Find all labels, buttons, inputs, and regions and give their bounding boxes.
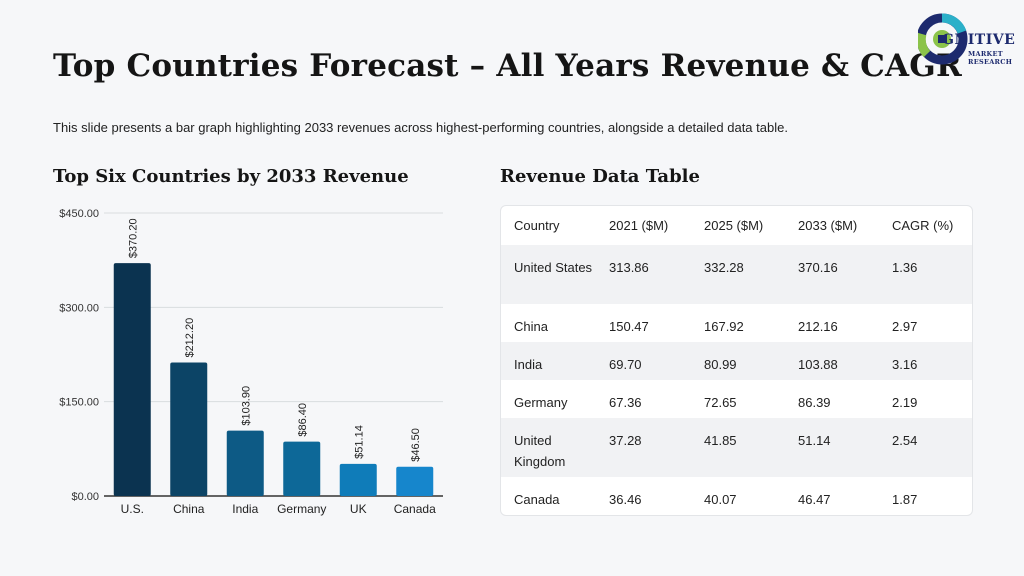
header-2033: 2033 ($M) <box>798 218 858 233</box>
cell-cagr: 1.36 <box>879 245 972 304</box>
bar <box>396 466 434 496</box>
table-row: United Kingdom 37.28 41.85 51.14 2.54 <box>501 418 972 477</box>
cell-2021: 69.70 <box>596 342 691 380</box>
page-title: Top Countries Forecast – All Years Reven… <box>53 48 962 84</box>
cell-country: United States <box>501 245 596 304</box>
header-2021: 2021 ($M) <box>609 218 669 233</box>
y-tick-label: $300.00 <box>59 302 99 314</box>
cell-2021: 37.28 <box>596 418 691 477</box>
cell-cagr: 3.16 <box>879 342 972 380</box>
cell-2033: 51.14 <box>785 418 879 477</box>
cell-country: India <box>501 342 596 380</box>
logo-line-1: MARKET <box>968 50 1003 58</box>
bar-data-label: $103.90 <box>240 386 252 426</box>
bar-data-label: $212.20 <box>184 318 196 358</box>
bar <box>170 362 208 496</box>
bar-data-label: $86.40 <box>297 403 309 437</box>
cell-2021: 36.46 <box>609 492 642 507</box>
logo-word: GNITIVE <box>942 32 1016 48</box>
bar-data-label: $46.50 <box>410 428 422 462</box>
cell-cagr: 2.19 <box>892 395 918 410</box>
header-2025: 2025 ($M) <box>704 218 764 233</box>
cell-country: China <box>514 319 548 334</box>
table-section-title: Revenue Data Table <box>500 166 700 187</box>
cell-2021: 150.47 <box>609 319 649 334</box>
x-tick-label: Canada <box>394 502 436 516</box>
x-tick-label: UK <box>350 502 367 516</box>
chart-section-title: Top Six Countries by 2033 Revenue <box>53 166 409 187</box>
x-tick-label: China <box>173 502 205 516</box>
cell-2025: 167.92 <box>704 319 744 334</box>
cell-2025: 40.07 <box>704 492 737 507</box>
table-row: China 150.47 167.92 212.16 2.97 <box>501 304 972 342</box>
cell-cagr: 1.87 <box>892 492 918 507</box>
page-subtitle: This slide presents a bar graph highligh… <box>53 120 788 135</box>
x-tick-label: Germany <box>277 502 326 516</box>
header-cagr: CAGR (%) <box>892 218 954 233</box>
cell-2025: 41.85 <box>691 418 785 477</box>
table-header-row: Country 2021 ($M) 2025 ($M) 2033 ($M) CA… <box>501 206 972 245</box>
cell-2025: 332.28 <box>691 245 785 304</box>
bar <box>339 463 377 496</box>
table-row: Germany 67.36 72.65 86.39 2.19 <box>501 380 972 418</box>
cell-2033: 212.16 <box>798 319 838 334</box>
cell-2033: 86.39 <box>798 395 831 410</box>
header-country: Country <box>514 218 560 233</box>
table-row: Canada 36.46 40.07 46.47 1.87 <box>501 477 972 515</box>
cell-2021: 67.36 <box>609 395 642 410</box>
table-row: India 69.70 80.99 103.88 3.16 <box>501 342 972 380</box>
cell-country: United Kingdom <box>501 418 596 477</box>
cell-2033: 103.88 <box>785 342 879 380</box>
cognitive-logo-icon <box>918 13 968 65</box>
cell-cagr: 2.97 <box>892 319 918 334</box>
x-tick-label: India <box>232 502 258 516</box>
y-tick-label: $450.00 <box>59 208 99 220</box>
y-tick-label: $0.00 <box>71 491 99 503</box>
bar <box>226 430 264 496</box>
cell-cagr: 2.54 <box>879 418 972 477</box>
x-tick-label: U.S. <box>121 502 144 516</box>
y-tick-label: $150.00 <box>59 397 99 409</box>
cell-2033: 370.16 <box>785 245 879 304</box>
cell-country: Germany <box>514 395 568 410</box>
logo-line-2: RESEARCH <box>968 58 1013 66</box>
revenue-data-table: Country 2021 ($M) 2025 ($M) 2033 ($M) CA… <box>500 205 973 516</box>
cell-2021: 313.86 <box>596 245 691 304</box>
cell-2025: 80.99 <box>691 342 785 380</box>
bar <box>113 263 151 496</box>
cell-2025: 72.65 <box>704 395 737 410</box>
cell-2033: 46.47 <box>798 492 831 507</box>
cell-country: Canada <box>514 492 560 507</box>
bar-chart: $0.00 $150.00 $300.00 $450.00 $370.20 U.S. $21… <box>59 208 443 516</box>
bar-data-label: $370.20 <box>127 218 139 258</box>
bar <box>283 441 321 496</box>
table-row: United States 313.86 332.28 370.16 1.36 <box>501 245 972 304</box>
bar-data-label: $51.14 <box>353 425 365 459</box>
